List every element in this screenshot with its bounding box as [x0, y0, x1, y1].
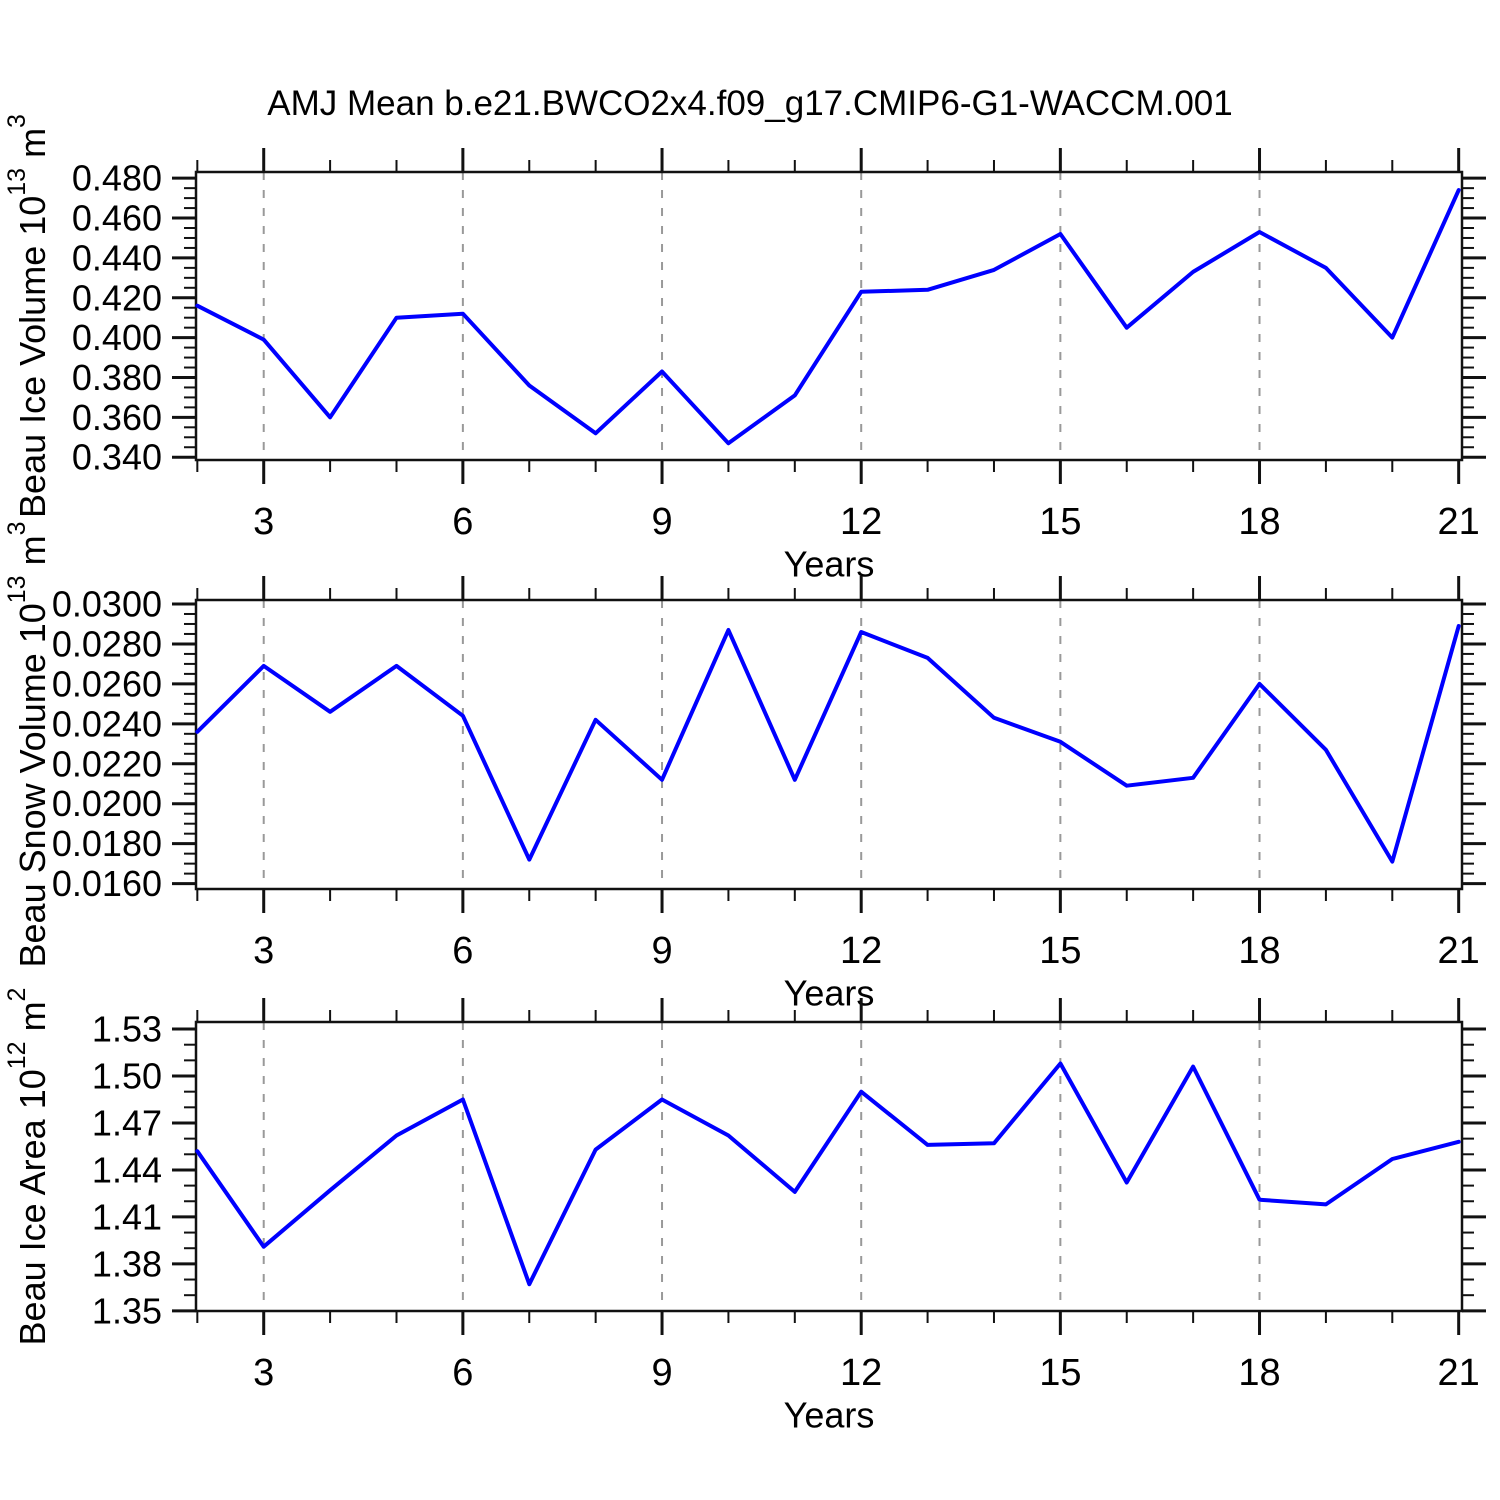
- y-tick-label: 0.0220: [52, 743, 162, 784]
- y-tick-label: 0.380: [72, 357, 162, 398]
- y-tick-label: 1.35: [92, 1290, 162, 1331]
- y-tick-label: 0.460: [72, 198, 162, 239]
- x-tick-label: 18: [1238, 501, 1280, 543]
- y-axis-title: Beau Snow Volume 1013 m3: [3, 522, 53, 968]
- x-tick-label: 6: [452, 1352, 473, 1394]
- y-tick-label: 0.0160: [52, 863, 162, 904]
- y-tick-label: 0.360: [72, 397, 162, 438]
- chart-beau-ice-area: 1.35 1.38 1.41 1.44 1.47 1.50 1.53 3 6 9 12 15 18 21 Y…: [3, 988, 1486, 1436]
- x-tick-label: 15: [1039, 501, 1081, 543]
- y-tick-label: 1.47: [92, 1102, 162, 1143]
- y-tick-label: 1.50: [92, 1056, 162, 1097]
- chart-beau-snow-volume: 0.01600.01800.02000.02200.02400.02600.02…: [3, 522, 1486, 1014]
- x-tick-label: 3: [253, 930, 274, 972]
- x-tick-label: 6: [452, 930, 473, 972]
- y-tick-label: 0.0200: [52, 783, 162, 824]
- y-tick-label: 0.0260: [52, 663, 162, 704]
- plot-border: [194, 1020, 1464, 1313]
- y-tick-label: 0.0180: [52, 823, 162, 864]
- x-tick-label: 15: [1039, 1352, 1081, 1394]
- x-tick-label: 15: [1039, 930, 1081, 972]
- x-tick-label: 21: [1438, 1352, 1480, 1394]
- x-tick-label: 9: [651, 1352, 672, 1394]
- data-line-beau-snow-volume: [195, 624, 1461, 864]
- x-tick-label: 21: [1438, 930, 1480, 972]
- y-tick-label: 1.38: [92, 1243, 162, 1284]
- y-tick-label: 0.0280: [52, 623, 162, 664]
- y-tick-label: 1.44: [92, 1149, 162, 1190]
- chart-beau-ice-volume: 0.3400.3600.3800.4000.4200.4400.4600.480…: [3, 114, 1486, 585]
- y-tick-label: 0.440: [72, 237, 162, 278]
- y-tick-label: 0.0300: [52, 583, 162, 624]
- x-tick-label: 12: [840, 501, 882, 543]
- x-tick-label: 3: [253, 501, 274, 543]
- y-tick-label: 0.420: [72, 277, 162, 318]
- x-tick-label: 18: [1238, 930, 1280, 972]
- x-tick-label: 6: [452, 501, 473, 543]
- x-tick-label: 3: [253, 1352, 274, 1394]
- y-axis-title: Beau Ice Area 1012 m2: [3, 988, 53, 1346]
- plot-border: [194, 170, 1464, 462]
- y-tick-label: 0.480: [72, 158, 162, 199]
- x-tick-label: 18: [1238, 1352, 1280, 1394]
- data-line-beau-ice-area: [195, 1061, 1461, 1287]
- y-tick-label: 0.340: [72, 437, 162, 478]
- y-tick-label: 0.0240: [52, 703, 162, 744]
- figure-title: AMJ Mean b.e21.BWCO2x4.f09_g17.CMIP6-G1-…: [267, 84, 1233, 123]
- y-tick-label: 1.41: [92, 1196, 162, 1237]
- plot-border: [194, 598, 1464, 891]
- x-tick-label: 9: [651, 501, 672, 543]
- y-axis-title: Beau Ice Volume 1013 m3: [3, 114, 53, 518]
- x-tick-label: 9: [651, 930, 672, 972]
- x-tick-label: 21: [1438, 501, 1480, 543]
- y-tick-label: 1.53: [92, 1009, 162, 1050]
- x-axis-title: Years: [784, 544, 875, 585]
- x-tick-label: 12: [840, 1352, 882, 1394]
- x-axis-title: Years: [784, 973, 875, 1014]
- x-axis-title: Years: [784, 1395, 875, 1436]
- x-tick-label: 12: [840, 930, 882, 972]
- y-tick-label: 0.400: [72, 317, 162, 358]
- data-line-beau-ice-volume: [195, 188, 1461, 446]
